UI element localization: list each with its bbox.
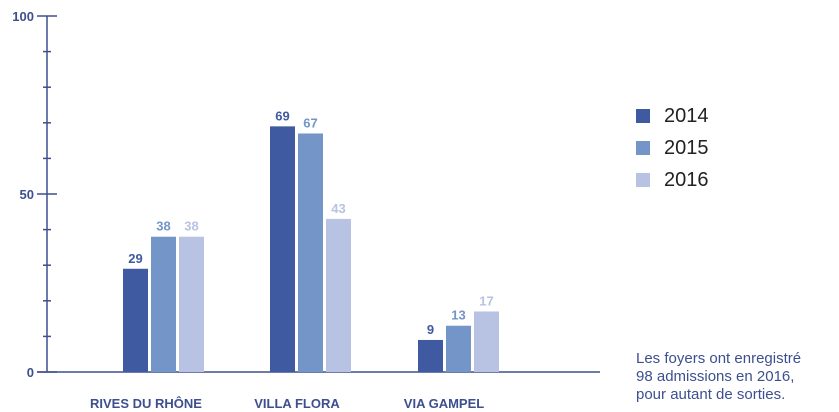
bar-villa-flora-2015 (298, 133, 323, 372)
bar-via-gampel-2016 (474, 311, 499, 372)
data-label-villa-flora-2016: 43 (331, 201, 345, 216)
category-label-villa-flora: VILLA FLORA (254, 396, 340, 411)
legend-item-2014: 2014 (636, 100, 709, 132)
legend-label-2015: 2015 (664, 136, 709, 159)
data-label-rives-du-rhone-2015: 38 (156, 219, 170, 234)
data-label-villa-flora-2014: 69 (275, 108, 289, 123)
legend-swatch-2015 (636, 141, 650, 155)
bar-via-gampel-2014 (418, 339, 443, 372)
legend-swatch-2016 (636, 173, 650, 187)
bar-rives-du-rhone-2016 (179, 236, 204, 372)
bar-rives-du-rhone-2014 (123, 268, 148, 372)
data-label-rives-du-rhone-2014: 29 (128, 251, 142, 266)
data-label-via-gampel-2016: 17 (479, 293, 493, 308)
data-label-villa-flora-2015: 67 (303, 115, 317, 130)
data-label-via-gampel-2014: 9 (427, 322, 434, 337)
note-line-3: pour autant de sorties. (636, 386, 786, 403)
bar-chart: 0 50 100 29 38 38 RIVES DU RHÔNE 69 67 43 VILLA FL… (12, 9, 600, 411)
y-tick-label-0: 0 (27, 365, 34, 380)
bar-via-gampel-2015 (446, 325, 471, 372)
bar-villa-flora-2016 (326, 218, 351, 372)
bar-villa-flora-2014 (270, 126, 295, 372)
legend-label-2014: 2014 (664, 104, 709, 127)
bar-rives-du-rhone-2015 (151, 236, 176, 372)
y-tick-label-50: 50 (20, 187, 34, 202)
category-label-via-gampel: VIA GAMPEL (404, 396, 484, 411)
legend-label-2016: 2016 (664, 168, 709, 191)
data-label-rives-du-rhone-2016: 38 (184, 219, 198, 234)
category-label-rives-du-rhone: RIVES DU RHÔNE (90, 396, 202, 411)
legend-swatch-2014 (636, 109, 650, 123)
legend: 2014 2015 2016 (636, 100, 709, 196)
data-label-via-gampel-2015: 13 (451, 308, 465, 323)
note-line-1: Les foyers ont enregistré (636, 350, 802, 367)
y-tick-label-100: 100 (12, 9, 34, 24)
legend-item-2015: 2015 (636, 132, 709, 164)
legend-item-2016: 2016 (636, 164, 709, 196)
note-line-2: 98 admissions en 2016, (636, 368, 795, 385)
admissions-note: Les foyers ont enregistré 98 admissions … (636, 350, 839, 404)
